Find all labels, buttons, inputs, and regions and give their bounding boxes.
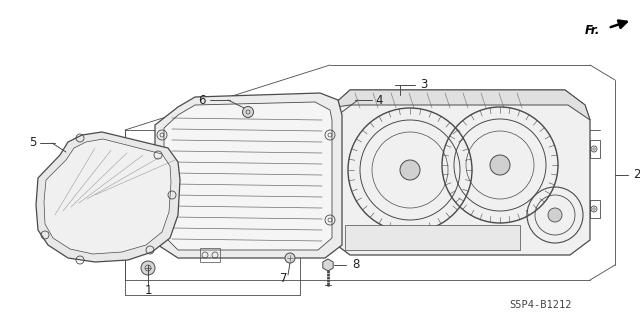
Text: 7: 7	[280, 271, 288, 284]
Text: 4: 4	[375, 93, 383, 107]
Polygon shape	[330, 90, 590, 255]
Polygon shape	[44, 139, 171, 254]
Text: Fr.: Fr.	[584, 23, 600, 36]
Circle shape	[285, 253, 295, 263]
Text: 6: 6	[198, 93, 206, 107]
Polygon shape	[164, 102, 332, 250]
Text: 3: 3	[420, 78, 428, 92]
Circle shape	[141, 261, 155, 275]
Text: 1: 1	[144, 284, 152, 298]
Circle shape	[490, 155, 510, 175]
Text: 5: 5	[29, 137, 37, 149]
Polygon shape	[323, 259, 333, 271]
Text: 2: 2	[633, 169, 640, 181]
Circle shape	[548, 208, 562, 222]
Text: S5P4-B1212: S5P4-B1212	[509, 300, 572, 310]
Polygon shape	[345, 225, 520, 250]
Circle shape	[400, 160, 420, 180]
Polygon shape	[155, 93, 342, 258]
Circle shape	[243, 107, 253, 117]
Text: 8: 8	[352, 259, 360, 271]
Polygon shape	[36, 132, 180, 262]
Polygon shape	[330, 90, 590, 120]
